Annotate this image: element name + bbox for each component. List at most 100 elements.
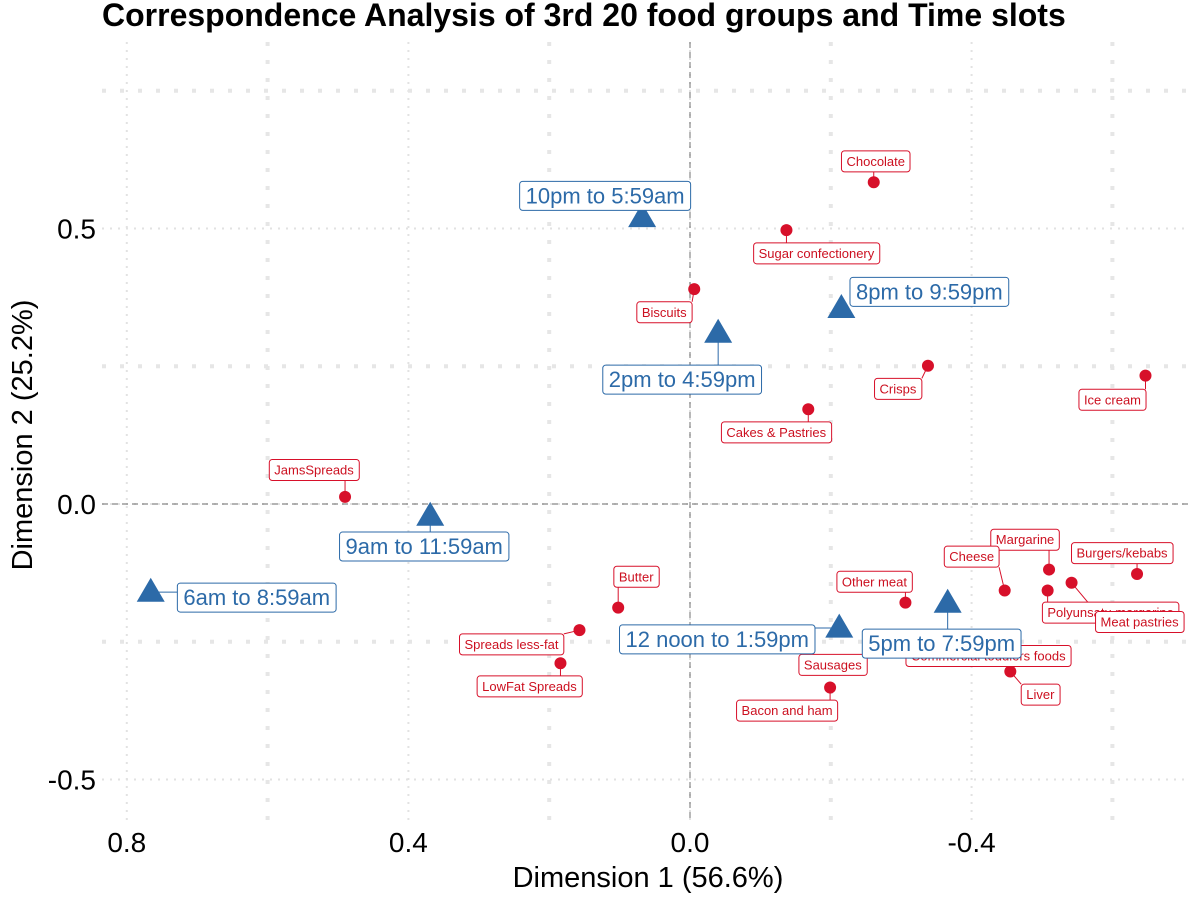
food-label-ice-cream: Ice cream: [1078, 388, 1147, 411]
food-point-butter: [612, 601, 625, 614]
time-label-text: 9am to 11:59am: [346, 534, 503, 559]
food-label-box: [1071, 542, 1174, 565]
food-label-meat-pastries: Meat pastries: [1095, 610, 1185, 633]
food-label-burgers-kebabs: Burgers/kebabs: [1071, 542, 1174, 565]
chart-title: Correspondence Analysis of 3rd 20 food g…: [102, 0, 1066, 33]
time-label-6am-to-8-59am: 6am to 8:59am: [176, 582, 337, 613]
food-label-text: JamsSpreads: [274, 463, 354, 478]
food-label-box: [268, 459, 360, 482]
time-label-8pm-to-9-59pm: 8pm to 9:59pm: [849, 276, 1010, 307]
x-axis: 0.8 0.4 0.0 -0.4: [107, 827, 995, 858]
time-label-10pm-to-5-59am: 10pm to 5:59am: [519, 180, 692, 211]
food-point-cheese: [998, 584, 1011, 597]
food-label-bacon-and-ham: Bacon and ham: [736, 699, 839, 722]
food-label-text: Sausages: [804, 657, 862, 672]
food-label-box: [943, 545, 1000, 568]
food-label-text: Burgers/kebabs: [1077, 546, 1169, 561]
time-label-text: 5pm to 7:59pm: [868, 631, 1015, 656]
y-axis-title: Dimension 2 (25.2%): [7, 300, 39, 571]
food-label-biscuits: Biscuits: [636, 301, 693, 324]
food-label-box: [1095, 610, 1185, 633]
time-label-12-noon-to-1-59pm: 12 noon to 1:59pm: [619, 624, 816, 655]
food-point-polyunsatu-margarine: [1041, 584, 1054, 597]
time-point-6am-to-8-59am: [136, 577, 165, 602]
y-axis: -0.5 0.0 0.5: [48, 214, 96, 796]
food-label-text: Other meat: [842, 574, 907, 589]
y-tick-label: 0.5: [57, 214, 96, 245]
food-label-margarine: Margarine: [990, 528, 1060, 551]
time-label-text: 10pm to 5:59am: [526, 183, 685, 208]
food-label-box: [720, 421, 833, 444]
food-label-other-meat: Other meat: [836, 570, 913, 593]
food-label-crisps: Crisps: [874, 377, 923, 400]
food-label-box: [798, 653, 868, 676]
reference-lines: [102, 42, 1190, 820]
time-label-box: [519, 180, 692, 211]
food-label-box: [636, 301, 693, 324]
food-label-text: Chocolate: [846, 154, 905, 169]
time-point-9am-to-11-59am: [416, 501, 445, 526]
time-label-5pm-to-7-59pm: 5pm to 7:59pm: [861, 628, 1022, 659]
food-label-text: Biscuits: [642, 305, 687, 320]
food-label-cakes-pastries: Cakes & Pastries: [720, 421, 833, 444]
food-point-bacon-and-ham: [824, 681, 837, 694]
food-point-liver: [1004, 665, 1017, 678]
food-label-spreads-less-fat: Spreads less-fat: [459, 633, 565, 656]
y-tick-label: -0.5: [48, 765, 96, 796]
time-point-5pm-to-7-59pm: [933, 588, 962, 613]
food-label-box: [990, 528, 1060, 551]
food-point-ice-cream: [1139, 369, 1152, 382]
time-label-text: 8pm to 9:59pm: [856, 279, 1003, 304]
time-label-9am-to-11-59am: 9am to 11:59am: [339, 531, 510, 562]
time-label-box: [861, 628, 1022, 659]
food-label-text: Crisps: [880, 381, 917, 396]
food-point-crisps: [921, 359, 934, 372]
point-labels: Chocolate Sugar confectionery Biscuits Cris…: [176, 150, 1185, 722]
food-label-box: [476, 675, 583, 698]
time-label-text: 2pm to 4:59pm: [609, 367, 756, 392]
time-label-box: [602, 364, 763, 395]
food-label-box: [459, 633, 565, 656]
data-points: [136, 176, 1152, 694]
time-label-text: 12 noon to 1:59pm: [626, 627, 809, 652]
food-label-cheese: Cheese: [943, 545, 1000, 568]
time-label-box: [849, 276, 1010, 307]
food-label-text: Ice cream: [1084, 392, 1141, 407]
food-point-meat-pastries: [1065, 576, 1078, 589]
time-point-8pm-to-9-59pm: [827, 293, 856, 318]
food-label-text: Meat pastries: [1101, 614, 1180, 629]
food-label-box: [1078, 388, 1147, 411]
label-connectors: [150, 171, 1146, 701]
food-label-sugar-confectionery: Sugar confectionery: [753, 242, 881, 265]
food-point-sugar-confectionery: [780, 224, 793, 237]
food-label-text: Butter: [619, 569, 654, 584]
food-label-text: Cheese: [949, 549, 994, 564]
food-label-box: [840, 150, 911, 173]
y-tick-label: 0.0: [57, 489, 96, 520]
time-label-box: [176, 582, 337, 613]
x-tick-label: -0.4: [947, 827, 995, 858]
food-label-box: [836, 570, 913, 593]
x-axis-title: Dimension 1 (56.6%): [513, 862, 784, 894]
food-label-lowfat-spreads: LowFat Spreads: [476, 675, 583, 698]
food-point-margarine: [1043, 563, 1056, 576]
time-point-12-noon-to-1-59pm: [825, 613, 854, 638]
food-label-text: Liver: [1026, 687, 1055, 702]
food-point-biscuits: [688, 283, 701, 296]
food-label-liver: Liver: [1020, 683, 1061, 706]
food-label-jamsspreads: JamsSpreads: [268, 459, 360, 482]
food-point-burgers-kebabs: [1131, 567, 1144, 580]
food-label-text: Spreads less-fat: [465, 637, 559, 652]
time-label-box: [339, 531, 510, 562]
food-label-box: [736, 699, 839, 722]
food-point-lowfat-spreads: [554, 657, 567, 670]
food-label-text: Margarine: [996, 532, 1055, 547]
time-point-2pm-to-4-59pm: [704, 318, 733, 343]
food-point-chocolate: [867, 176, 880, 189]
food-point-spreads-less-fat: [573, 624, 586, 637]
food-label-text: Bacon and ham: [742, 703, 833, 718]
food-label-text: LowFat Spreads: [482, 679, 577, 694]
food-point-other-meat: [899, 596, 912, 609]
food-label-text: Cakes & Pastries: [726, 425, 826, 440]
